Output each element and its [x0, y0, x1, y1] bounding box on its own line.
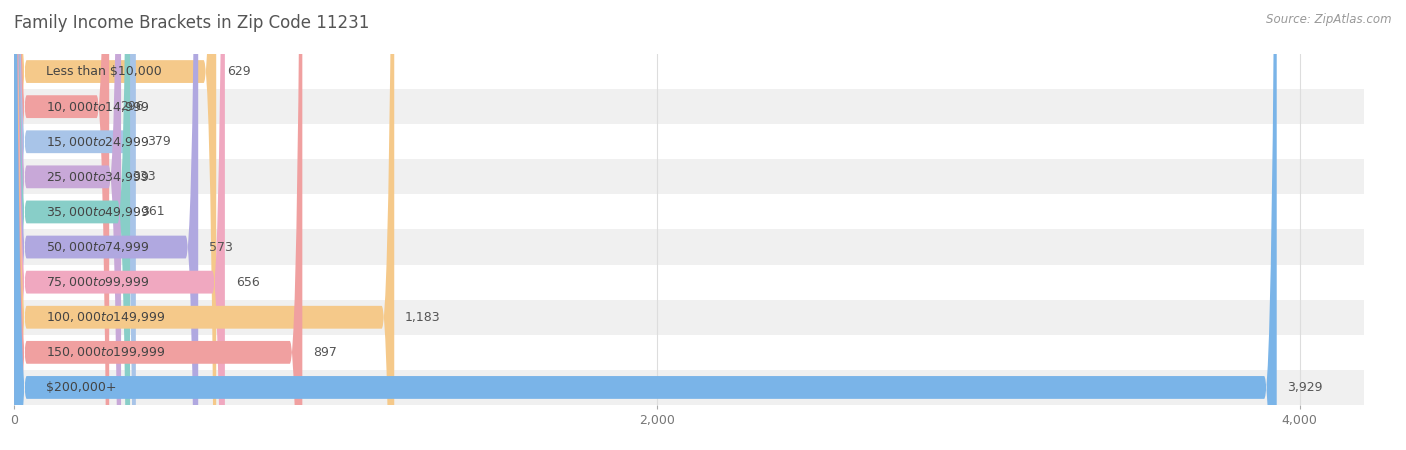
Bar: [14, 54, 1364, 89]
Text: 379: 379: [146, 135, 170, 148]
Text: 1,183: 1,183: [405, 311, 440, 324]
FancyBboxPatch shape: [14, 0, 394, 450]
Text: 333: 333: [132, 171, 156, 183]
FancyBboxPatch shape: [14, 0, 302, 450]
Text: 629: 629: [226, 65, 250, 78]
FancyBboxPatch shape: [14, 0, 198, 450]
Text: Family Income Brackets in Zip Code 11231: Family Income Brackets in Zip Code 11231: [14, 14, 370, 32]
Bar: [14, 89, 1364, 124]
Text: $100,000 to $149,999: $100,000 to $149,999: [45, 310, 165, 324]
Text: $200,000+: $200,000+: [45, 381, 117, 394]
FancyBboxPatch shape: [14, 0, 136, 450]
Text: 3,929: 3,929: [1288, 381, 1323, 394]
Text: $15,000 to $24,999: $15,000 to $24,999: [45, 135, 149, 149]
Text: 656: 656: [236, 276, 260, 288]
Text: $25,000 to $34,999: $25,000 to $34,999: [45, 170, 149, 184]
Text: 296: 296: [120, 100, 143, 113]
Text: $75,000 to $99,999: $75,000 to $99,999: [45, 275, 149, 289]
Text: $35,000 to $49,999: $35,000 to $49,999: [45, 205, 149, 219]
Bar: [14, 300, 1364, 335]
Bar: [14, 124, 1364, 159]
Text: $150,000 to $199,999: $150,000 to $199,999: [45, 345, 165, 360]
FancyBboxPatch shape: [14, 0, 110, 450]
Bar: [14, 265, 1364, 300]
Text: 897: 897: [314, 346, 337, 359]
Bar: [14, 230, 1364, 265]
Text: 573: 573: [209, 241, 233, 253]
FancyBboxPatch shape: [14, 0, 121, 450]
Text: Source: ZipAtlas.com: Source: ZipAtlas.com: [1267, 14, 1392, 27]
FancyBboxPatch shape: [14, 0, 217, 450]
Text: Less than $10,000: Less than $10,000: [45, 65, 162, 78]
Bar: [14, 159, 1364, 194]
Bar: [14, 194, 1364, 230]
FancyBboxPatch shape: [14, 0, 1277, 450]
Text: 361: 361: [141, 206, 165, 218]
FancyBboxPatch shape: [14, 0, 131, 450]
Bar: [14, 335, 1364, 370]
Bar: [14, 370, 1364, 405]
FancyBboxPatch shape: [14, 0, 225, 450]
Text: $10,000 to $14,999: $10,000 to $14,999: [45, 99, 149, 114]
Text: $50,000 to $74,999: $50,000 to $74,999: [45, 240, 149, 254]
